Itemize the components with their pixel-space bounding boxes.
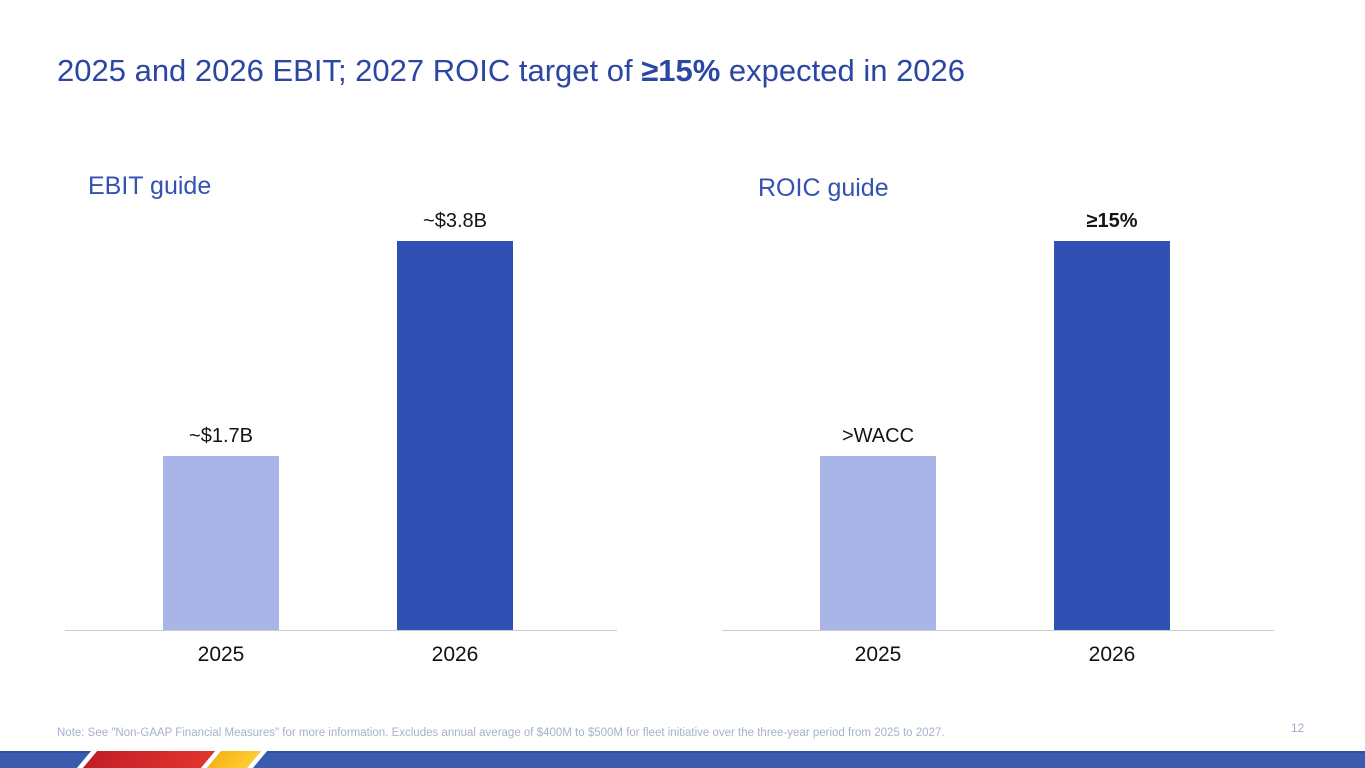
roic-bar-group-2025: >WACC 2025 <box>820 170 936 666</box>
slide-title: 2025 and 2026 EBIT; 2027 ROIC target of … <box>57 53 965 89</box>
roic-2025-value-label: >WACC <box>841 425 915 447</box>
ebit-bar-group-2025: ~$1.7B 2025 <box>163 170 279 666</box>
roic-guide-chart: ROIC guide >WACC 2025 ≥15% 2026 <box>722 170 1274 700</box>
roic-2026-value-label: ≥15% <box>1086 210 1138 232</box>
title-text-suffix: expected in 2026 <box>720 53 966 88</box>
roic-2025-bar <box>820 456 936 630</box>
ebit-2026-value-label: ~$3.8B <box>423 210 487 232</box>
title-text-prefix: 2025 and 2026 EBIT; 2027 ROIC target of <box>57 53 642 88</box>
roic-2026-axis-label: 2026 <box>1088 643 1136 666</box>
roic-bar-group-2026: ≥15% 2026 <box>1054 170 1170 666</box>
ebit-guide-chart: EBIT guide ~$1.7B 2025 ~$3.8B 2026 <box>65 170 617 700</box>
ebit-2025-value-label: ~$1.7B <box>189 425 253 447</box>
roic-2026-bar <box>1054 241 1170 630</box>
ebit-2025-axis-label: 2025 <box>197 643 245 666</box>
roic-chart-title: ROIC guide <box>758 174 889 202</box>
ebit-chart-title: EBIT guide <box>88 172 212 200</box>
roic-2025-axis-label: 2025 <box>854 643 902 666</box>
footnote: Note: See "Non-GAAP Financial Measures" … <box>57 727 945 739</box>
ebit-x-axis-line <box>65 630 617 631</box>
footer-red-stripe <box>76 751 216 768</box>
ebit-bar-group-2026: ~$3.8B 2026 <box>397 170 513 666</box>
page-number: 12 <box>1291 721 1305 735</box>
roic-x-axis-line <box>722 630 1274 631</box>
ebit-2025-bar <box>163 456 279 630</box>
ebit-2026-bar <box>397 241 513 630</box>
ebit-2026-axis-label: 2026 <box>431 643 479 666</box>
footer-brand-band <box>0 751 1365 768</box>
title-highlight: ≥15% <box>641 53 721 88</box>
